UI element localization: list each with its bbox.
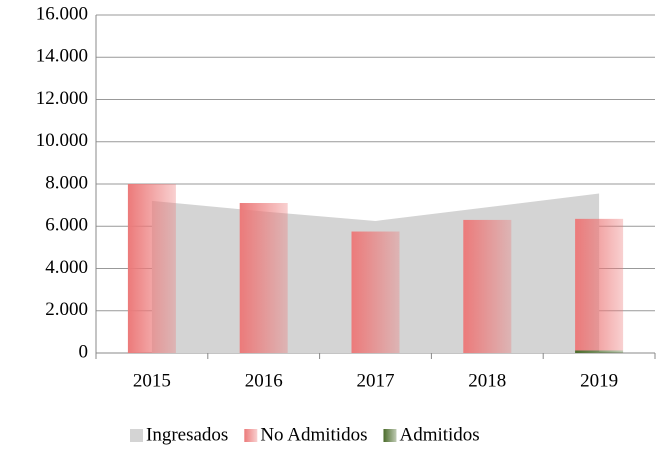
legend-label: Ingresados: [146, 424, 228, 445]
bar: [575, 350, 624, 353]
y-tick-label: 12.000: [36, 88, 88, 109]
legend-label: No Admitidos: [260, 424, 367, 445]
y-tick-label: 2.000: [45, 299, 88, 320]
bar: [127, 184, 176, 353]
bar: [575, 218, 624, 351]
x-tick-label: 2019: [580, 370, 618, 391]
y-tick-label: 14.000: [36, 46, 88, 67]
y-tick-label: 8.000: [45, 172, 88, 193]
y-tick-label: 10.000: [36, 130, 88, 151]
bar: [463, 219, 512, 353]
x-tick-label: 2017: [357, 370, 395, 391]
x-tick-label: 2016: [245, 370, 283, 391]
legend-swatch: [383, 429, 397, 442]
y-tick-label: 0: [79, 341, 89, 362]
y-tick-label: 6.000: [45, 215, 88, 236]
y-tick-label: 4.000: [45, 257, 88, 278]
x-tick-label: 2015: [133, 370, 171, 391]
bar: [239, 203, 288, 353]
legend-label: Admitidos: [399, 424, 479, 445]
y-tick-label: 16.000: [36, 3, 88, 24]
legend-swatch: [244, 429, 258, 442]
x-tick-label: 2018: [468, 370, 506, 391]
bar: [351, 231, 400, 353]
legend-swatch: [130, 429, 143, 442]
